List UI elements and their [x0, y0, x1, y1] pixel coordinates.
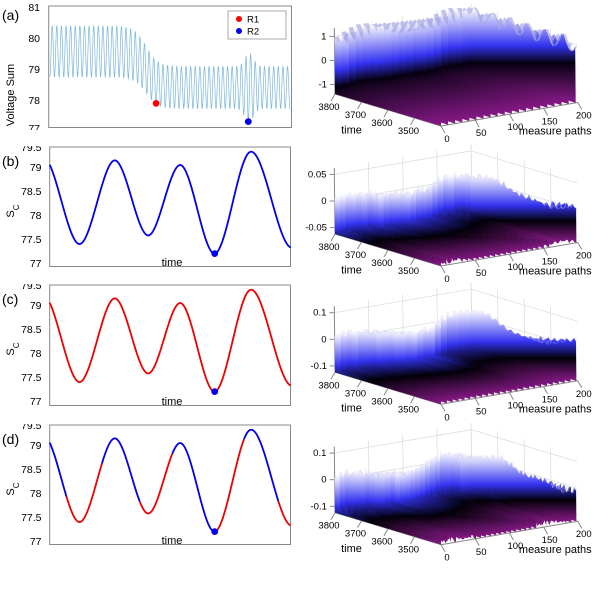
- svg-text:time: time: [162, 535, 183, 545]
- svg-text:79.5: 79.5: [21, 424, 42, 432]
- svg-text:time: time: [162, 396, 183, 406]
- svg-text:-0.1: -0.1: [311, 501, 327, 512]
- svg-text:0: 0: [321, 475, 326, 486]
- svg-text:3600: 3600: [371, 537, 392, 548]
- svg-text:80: 80: [28, 33, 40, 45]
- svg-text:3700: 3700: [345, 110, 366, 121]
- svg-text:81: 81: [28, 2, 40, 14]
- svg-text:3500: 3500: [398, 404, 419, 415]
- svg-text:measure paths: measure paths: [519, 404, 592, 416]
- svg-text:77: 77: [28, 123, 40, 130]
- svg-text:77.5: 77.5: [21, 234, 42, 246]
- svg-text:R2: R2: [247, 27, 259, 38]
- svg-text:0.1: 0.1: [313, 448, 326, 459]
- svg-text:50: 50: [476, 268, 487, 279]
- svg-text:1: 1: [321, 31, 326, 42]
- svg-text:R1: R1: [247, 15, 259, 26]
- svg-text:77.5: 77.5: [21, 512, 42, 524]
- svg-text:0.05: 0.05: [308, 169, 327, 180]
- svg-text:3500: 3500: [398, 126, 419, 137]
- svg-text:79.5: 79.5: [21, 284, 42, 292]
- svg-text:time: time: [341, 543, 362, 555]
- svg-text:(d): (d): [2, 431, 19, 447]
- svg-text:measure paths: measure paths: [519, 125, 592, 137]
- svg-text:3600: 3600: [371, 396, 392, 407]
- svg-text:3700: 3700: [345, 388, 366, 399]
- svg-text:(c): (c): [2, 291, 18, 307]
- svg-text:200: 200: [576, 389, 592, 400]
- svg-text:79: 79: [28, 64, 40, 76]
- svg-text:SC: SC: [5, 204, 21, 217]
- svg-text:78: 78: [28, 95, 40, 107]
- svg-text:0: 0: [444, 134, 449, 145]
- svg-text:3700: 3700: [345, 529, 366, 540]
- svg-text:50: 50: [476, 406, 487, 417]
- svg-text:79: 79: [30, 440, 42, 452]
- svg-text:3700: 3700: [345, 250, 366, 261]
- svg-text:78.5: 78.5: [21, 464, 42, 476]
- svg-text:79: 79: [30, 162, 42, 174]
- svg-text:measure paths: measure paths: [519, 544, 592, 556]
- svg-text:50: 50: [476, 547, 487, 558]
- svg-text:0: 0: [321, 334, 326, 345]
- svg-text:3800: 3800: [318, 102, 339, 113]
- svg-text:0: 0: [444, 412, 449, 423]
- svg-text:SC: SC: [5, 342, 21, 355]
- svg-text:3800: 3800: [318, 380, 339, 391]
- svg-text:200: 200: [576, 251, 592, 262]
- svg-text:3500: 3500: [398, 266, 419, 277]
- svg-text:77: 77: [30, 396, 42, 406]
- svg-text:measure paths: measure paths: [519, 265, 592, 277]
- svg-text:78: 78: [30, 348, 42, 360]
- svg-text:0.1: 0.1: [313, 308, 326, 319]
- svg-text:77: 77: [30, 258, 42, 267]
- svg-text:time: time: [341, 264, 362, 276]
- svg-text:time: time: [341, 124, 362, 136]
- svg-text:-1: -1: [318, 79, 326, 90]
- svg-text:time: time: [162, 257, 183, 267]
- svg-text:78: 78: [30, 488, 42, 500]
- svg-text:3500: 3500: [398, 545, 419, 556]
- svg-text:3600: 3600: [371, 258, 392, 269]
- svg-text:SC: SC: [5, 482, 21, 495]
- svg-text:time: time: [341, 403, 362, 415]
- svg-text:77.5: 77.5: [21, 372, 42, 384]
- svg-text:79.5: 79.5: [21, 146, 42, 154]
- svg-text:0: 0: [444, 274, 449, 285]
- svg-text:(b): (b): [2, 153, 19, 169]
- svg-text:-0.05: -0.05: [305, 223, 327, 234]
- svg-text:Voltage Sum: Voltage Sum: [5, 64, 17, 126]
- svg-text:200: 200: [576, 111, 592, 122]
- svg-text:0: 0: [321, 196, 326, 207]
- svg-text:3800: 3800: [318, 242, 339, 253]
- svg-text:-0.1: -0.1: [311, 361, 327, 372]
- svg-text:(a): (a): [2, 7, 19, 23]
- svg-text:0: 0: [444, 553, 449, 564]
- svg-text:77: 77: [30, 536, 42, 545]
- svg-text:200: 200: [576, 529, 592, 540]
- svg-text:78.5: 78.5: [21, 324, 42, 336]
- svg-text:3800: 3800: [318, 521, 339, 532]
- svg-text:78: 78: [30, 210, 42, 222]
- svg-text:0: 0: [321, 55, 326, 66]
- svg-text:79: 79: [30, 300, 42, 312]
- svg-text:3600: 3600: [371, 118, 392, 129]
- svg-text:50: 50: [476, 128, 487, 139]
- svg-text:78.5: 78.5: [21, 186, 42, 198]
